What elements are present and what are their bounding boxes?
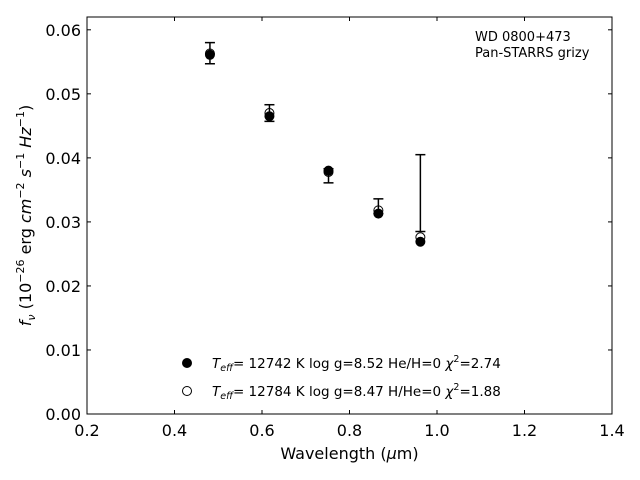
legend-entry-open: Teff= 12784 K log g=8.47 H/He=0 χ2=1.88 (212, 382, 501, 402)
legend: Teff= 12742 K log g=8.52 He/H=0 χ2=2.74 … (182, 354, 501, 402)
y-tick-label: 0.04 (45, 149, 81, 168)
y-tick-label: 0.03 (45, 213, 81, 232)
axis-ticks (86, 17, 613, 415)
error-bars (204, 41, 426, 233)
model-point-filled (415, 236, 426, 247)
plot-frame (86, 16, 613, 415)
x-axis-label: Wavelength (μm) (280, 444, 418, 463)
x-tick-label: 0.8 (337, 421, 362, 440)
x-tick-label: 0.6 (249, 421, 274, 440)
x-tick-labels: 0.2 0.4 0.6 0.8 1.0 1.2 1.4 (74, 421, 624, 440)
y-tick-label: 0.06 (45, 21, 81, 40)
annotation-survey: Pan-STARRS grizy (475, 46, 590, 61)
x-tick-label: 1.4 (599, 421, 624, 440)
y-tick-label: 0.00 (45, 405, 81, 424)
model-point-filled (323, 165, 334, 176)
x-tick-label: 0.4 (162, 421, 187, 440)
x-tick-label: 1.2 (512, 421, 537, 440)
annotation-object-name: WD 0800+473 (475, 30, 571, 45)
y-axis-label: fν (10−26 erg cm−2 s−1 Hz−1) (14, 105, 38, 326)
y-tick-labels: 0.00 0.01 0.02 0.03 0.04 0.05 0.06 (45, 21, 81, 424)
model-point-filled (373, 208, 384, 219)
model-point-filled (204, 49, 215, 60)
y-tick-label: 0.02 (45, 277, 81, 296)
y-tick-label: 0.05 (45, 85, 81, 104)
model-point-filled (264, 111, 275, 122)
legend-entry-filled: Teff= 12742 K log g=8.52 He/H=0 χ2=2.74 (212, 354, 501, 374)
x-tick-label: 1.0 (424, 421, 449, 440)
y-tick-label: 0.01 (45, 341, 81, 360)
x-tick-label: 0.2 (74, 421, 99, 440)
legend-marker-filled (182, 358, 192, 368)
legend-marker-open (182, 386, 192, 396)
data-points (204, 48, 426, 247)
